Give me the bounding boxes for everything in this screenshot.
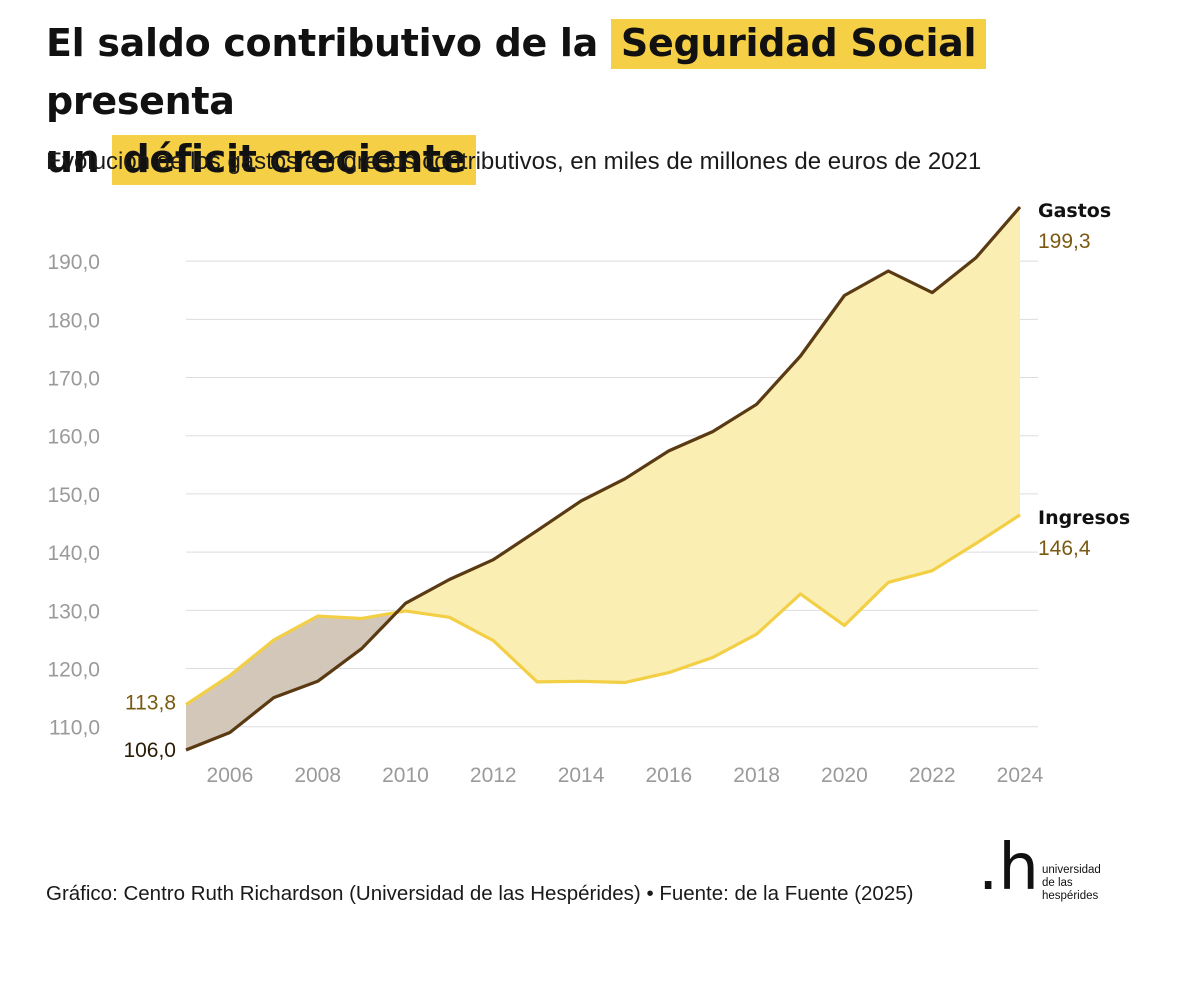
logo-text-line-1: universidad <box>1042 864 1101 876</box>
y-tick-label: 170,0 <box>47 368 100 391</box>
y-tick-label: 120,0 <box>47 659 100 682</box>
x-tick-label: 2010 <box>382 764 429 787</box>
end-label-ingresos-value: 146,4 <box>1038 537 1091 560</box>
y-tick-label: 150,0 <box>47 484 100 507</box>
x-tick-label: 2014 <box>558 764 605 787</box>
start-label-ingresos: 113,8 <box>125 692 176 715</box>
end-label-gastos-value: 199,3 <box>1038 230 1091 253</box>
y-tick-label: 160,0 <box>47 426 100 449</box>
x-tick-label: 2008 <box>294 764 341 787</box>
university-logo: .h universidad de las hespérides <box>978 832 1138 908</box>
chart-subtitle: Evolución de los gastos e ingresos contr… <box>46 148 982 175</box>
gastos-line <box>185 205 1022 752</box>
surplus-area <box>186 612 397 750</box>
logo-text-line-3: hespérides <box>1042 890 1099 902</box>
title-line-2: un déficit creciente <box>46 130 1166 188</box>
chart: 110,0 120,0 130,0 140,0 150,0 160,0 170,0 180,0… <box>47 200 1130 787</box>
source-note: Gráfico: Centro Ruth Richardson (Univers… <box>46 882 914 905</box>
y-tick-label: 130,0 <box>47 600 100 623</box>
y-tick-label: 180,0 <box>47 309 100 332</box>
end-label-ingresos-name: Ingresos <box>1038 507 1130 529</box>
title-part-1: El saldo contributivo de la <box>46 21 598 65</box>
ingresos-line <box>185 513 1021 706</box>
x-tick-label: 2020 <box>821 764 868 787</box>
logo-text-line-2: de las <box>1042 877 1073 889</box>
y-tick-label: 110,0 <box>49 717 100 740</box>
title-highlight-seguridad-social: Seguridad Social <box>610 19 987 69</box>
end-label-gastos-name: Gastos <box>1038 200 1111 222</box>
deficit-area <box>396 207 1020 683</box>
title-part-2: presenta <box>46 79 235 123</box>
logo-mark: .h <box>978 831 1039 905</box>
x-tick-label: 2022 <box>909 764 956 787</box>
title-part-3: un <box>46 137 100 181</box>
logo-text: universidad de las hespérides <box>1042 864 1101 903</box>
y-tick-label: 140,0 <box>47 542 100 565</box>
chart-title: El saldo contributivo de la Seguridad So… <box>46 14 1166 188</box>
x-tick-label: 2006 <box>207 764 254 787</box>
x-tick-label: 2012 <box>470 764 517 787</box>
x-tick-label: 2024 <box>997 764 1044 787</box>
x-tick-label: 2018 <box>733 764 780 787</box>
y-tick-label: 190,0 <box>47 251 100 274</box>
title-highlight-deficit: déficit creciente <box>112 135 477 185</box>
x-tick-label: 2016 <box>645 764 692 787</box>
start-label-gastos: 106,0 <box>123 739 176 762</box>
